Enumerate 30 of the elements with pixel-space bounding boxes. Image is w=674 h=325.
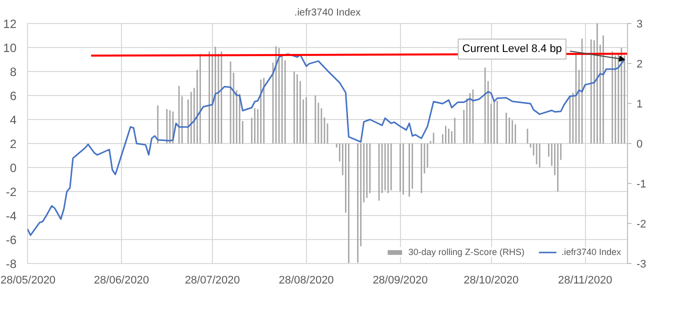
y-tick-label: 12 [3,17,17,31]
y-tick-label: 4 [10,113,17,127]
y-tick-label: -2 [6,185,17,199]
line-series [28,53,626,236]
x-tick-label: 28/10/2020 [464,274,519,286]
y-tick-label: -4 [6,209,17,223]
x-tick-label: 28/11/2020 [558,274,612,286]
y-tick-label: 10 [3,41,17,55]
y2-tick-label: -1 [636,178,646,190]
legend-label: .iefr3740 Index [561,247,621,257]
x-tick-label: 28/06/2020 [94,274,149,286]
y2-tick-label: 1 [636,98,643,110]
y2-tick-label: 3 [636,18,643,30]
chart-title: .iefr3740 Index [294,8,361,18]
y2-tick-label: -2 [636,218,646,230]
y-tick-label: -6 [6,233,17,247]
x-tick-label: 28/07/2020 [184,274,240,286]
y-tick-label: 2 [10,137,17,151]
y2-tick-label: 2 [636,58,643,70]
y-tick-label: 8 [10,65,17,79]
y-tick-label: 6 [10,89,17,103]
legend-label: 30-day rolling Z-Score (RHS) [408,247,524,257]
annotation: Current Level 8.4 bp [462,43,562,56]
y-tick-label: 0 [10,161,17,175]
x-tick-label: 28/05/2020 [0,274,56,286]
y2-tick-label: 0 [636,138,643,150]
x-tick-label: 28/09/2020 [372,274,428,286]
x-tick-label: 28/08/2020 [278,274,334,286]
y-tick-label: -8 [6,257,17,271]
y2-tick-label: -3 [636,258,646,270]
